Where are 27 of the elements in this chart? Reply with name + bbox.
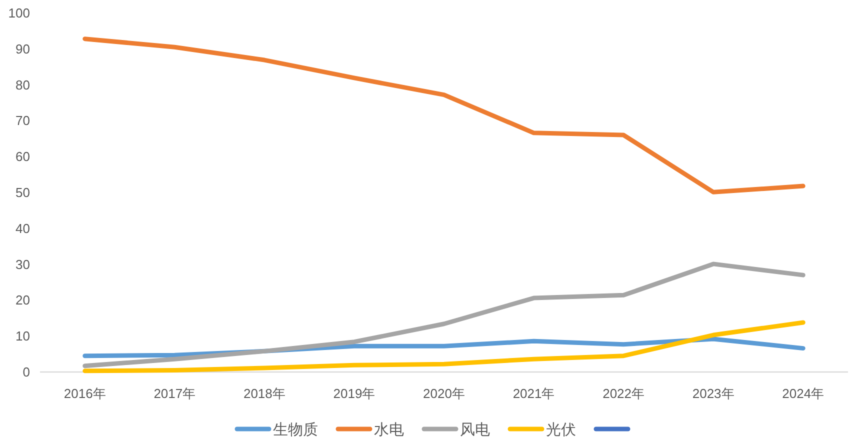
y-tick-label: 40 bbox=[16, 220, 30, 236]
y-tick-label: 80 bbox=[16, 77, 30, 92]
legend-label: 水电 bbox=[374, 422, 404, 438]
line-series bbox=[82, 262, 806, 368]
y-tick-label: 50 bbox=[16, 185, 30, 200]
y-tick-label: 0 bbox=[22, 364, 30, 380]
line-series bbox=[82, 320, 806, 374]
y-tick-label: 100 bbox=[8, 6, 30, 20]
x-tick-label: 2022年 bbox=[602, 386, 645, 401]
line-series bbox=[82, 36, 806, 194]
legend-label: 光伏 bbox=[546, 422, 576, 438]
y-tick-label: 30 bbox=[16, 256, 30, 272]
y-tick-label: 90 bbox=[16, 41, 30, 56]
x-tick-label: 2020年 bbox=[423, 386, 465, 401]
legend-label: 风电 bbox=[460, 422, 490, 438]
y-tick-label: 60 bbox=[16, 149, 30, 164]
legend-label: 生物质 bbox=[273, 422, 318, 438]
x-tick-label: 2021年 bbox=[512, 386, 555, 401]
x-tick-label: 2019年 bbox=[333, 386, 376, 401]
y-tick-label: 20 bbox=[16, 292, 30, 308]
x-tick-label: 2023年 bbox=[692, 386, 734, 401]
x-tick-label: 2018年 bbox=[243, 386, 286, 401]
x-tick-label: 2017年 bbox=[154, 386, 196, 401]
y-tick-label: 70 bbox=[16, 113, 30, 128]
y-tick-label: 10 bbox=[16, 328, 30, 344]
x-tick-label: 2024年 bbox=[782, 386, 824, 401]
x-tick-label: 2016年 bbox=[64, 386, 106, 401]
